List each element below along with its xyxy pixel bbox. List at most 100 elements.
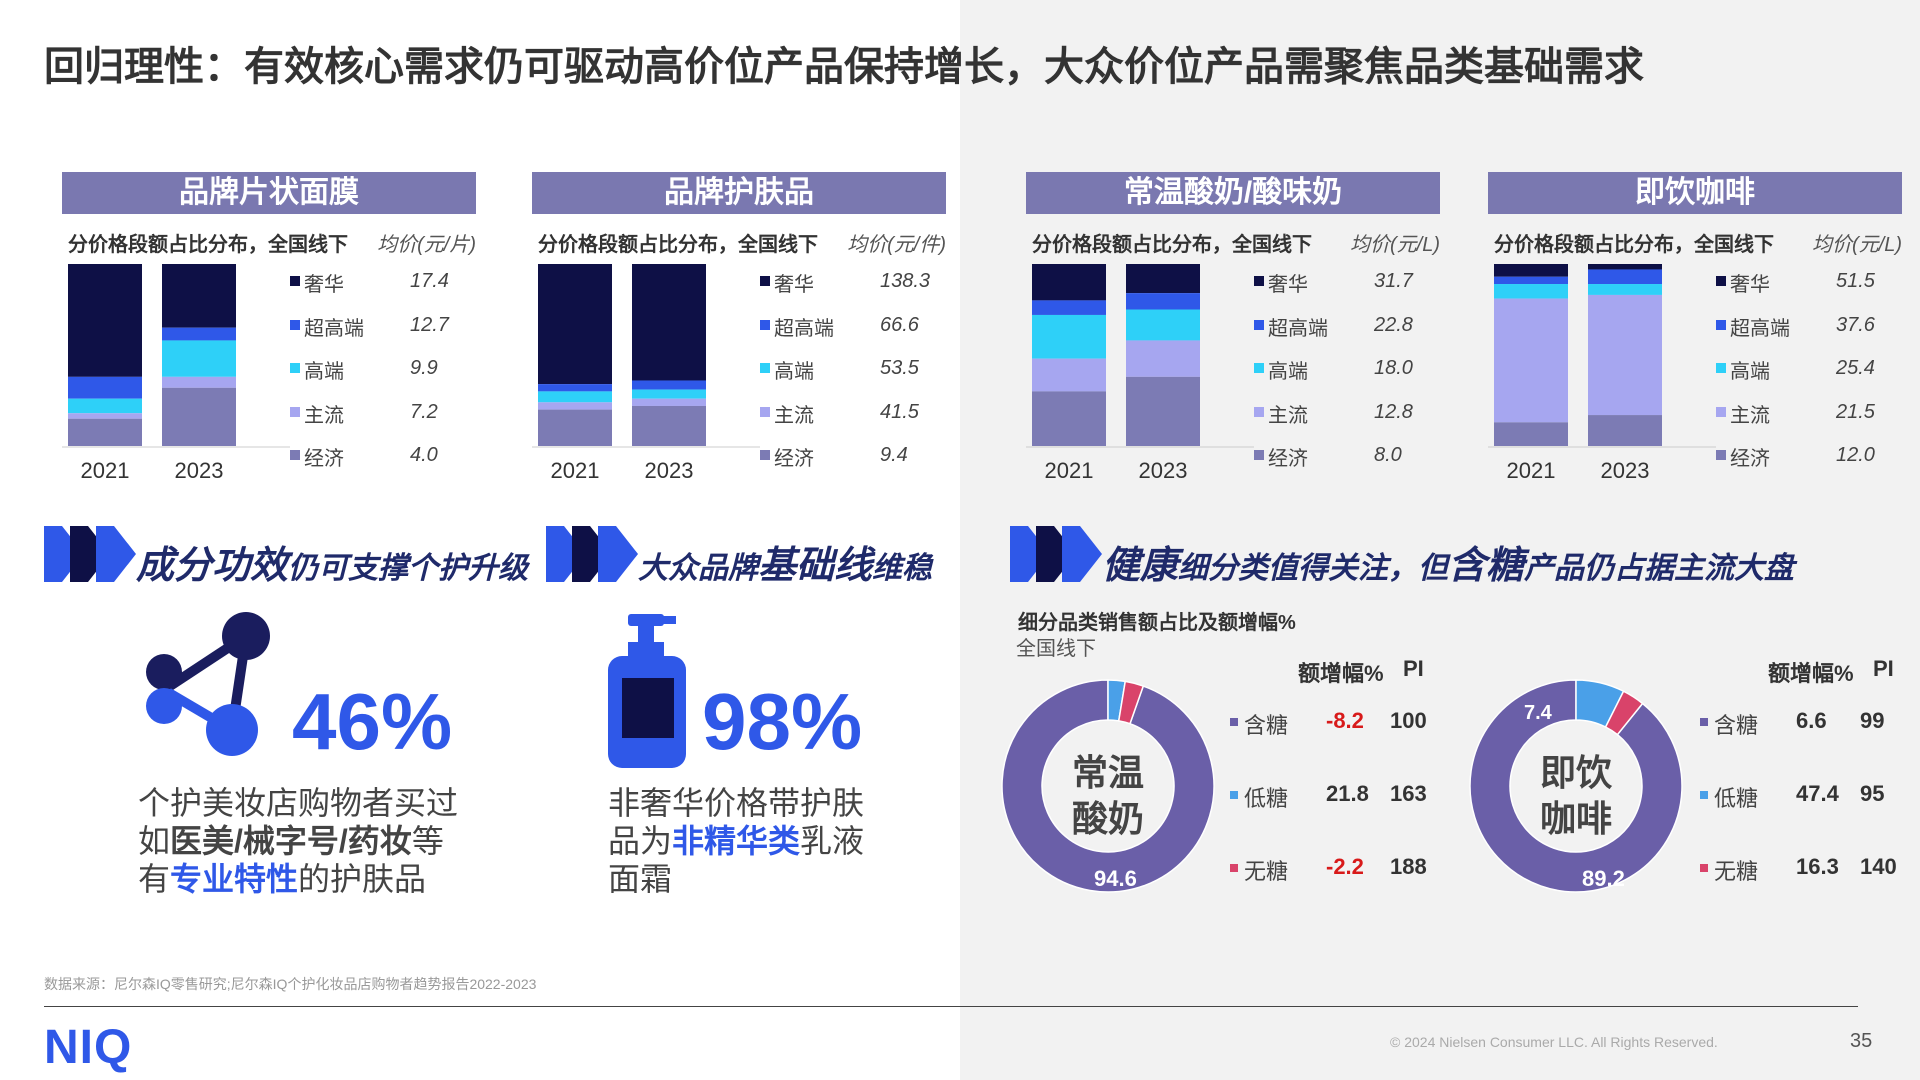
legend-item: 主流 21.5: [1716, 399, 1902, 443]
bar-segment-2021-高端: [538, 391, 612, 403]
legend-label: 主流: [1268, 404, 1308, 427]
avg-price-value: 8.0: [1374, 444, 1402, 466]
legend-item: 高端 9.9: [290, 355, 476, 399]
stacked-bar-chart: 2021 2023: [62, 264, 290, 483]
growth-value: -8.2: [1326, 708, 1364, 733]
legend-item: 高端 53.5: [760, 355, 946, 399]
donut-slice-无糖: [1604, 690, 1644, 736]
stat-description-mass: 非奢华价格带护肤 品为非精华类乳液 面霜: [608, 785, 865, 897]
legend: 奢华 138.3 超高端 66.6 高端 53.5 主流 41.5 经济 9.4: [760, 268, 946, 486]
donut-table-row: 无糖 16.3 140: [1700, 854, 1910, 884]
headline-text: 健康细分类值得关注，但含糖产品仍占据主流大盘: [1102, 545, 1795, 587]
legend-item: 主流 7.2: [290, 399, 476, 443]
bar-segment-2023-主流: [632, 398, 706, 406]
legend-label: 超高端: [1268, 317, 1328, 340]
legend-label: 主流: [1730, 404, 1770, 427]
bar-segment-2023-高端: [162, 340, 236, 377]
donut-slice-含糖: [1001, 679, 1215, 893]
panel-title: 常温酸奶/酸味奶: [1026, 172, 1440, 214]
legend-item: 奢华 138.3: [760, 268, 946, 312]
bar-segment-2021-经济: [68, 418, 142, 446]
avg-price-value: 12.8: [1374, 400, 1413, 423]
legend-swatch: [1716, 406, 1726, 417]
pi-value: 140: [1860, 854, 1897, 879]
legend-item: 经济 8.0: [1254, 442, 1440, 486]
panel-subtitle: 分价格段额占比分布，全国线下: [538, 234, 818, 256]
stacked-bar-chart: 2021 2023: [532, 264, 760, 483]
chevron-arrows-icon: [44, 526, 136, 582]
legend-label: 超高端: [304, 317, 364, 340]
avg-price-value: 53.5: [880, 357, 919, 379]
donut-table-row: 低糖 47.4 95: [1700, 781, 1910, 811]
x-tick-label: 2021: [551, 458, 600, 483]
bar-segment-2023-奢华: [632, 264, 706, 381]
legend-swatch: [1716, 363, 1726, 373]
legend-swatch: [1716, 276, 1726, 286]
bar-segment-2021-超高端: [1494, 276, 1568, 285]
growth-value: 6.6: [1796, 708, 1827, 733]
col-growth-header: 额增幅%: [1298, 661, 1384, 686]
bar-segment-2021-奢华: [1494, 264, 1568, 277]
legend-swatch: [1700, 791, 1708, 799]
legend-swatch: [760, 363, 770, 373]
avg-price-value: 9.4: [880, 444, 908, 466]
legend-label: 主流: [304, 404, 344, 427]
legend-swatch: [1254, 363, 1264, 373]
x-tick-label: 2023: [175, 458, 224, 483]
donut-coffee: 即饮 咖啡 89.2 7.4: [1468, 678, 1684, 894]
bar-segment-2021-奢华: [1032, 264, 1106, 301]
col-pi-header: PI: [1403, 656, 1424, 681]
legend-label: 经济: [1730, 448, 1770, 470]
panel-subtitle: 分价格段额占比分布，全国线下: [1032, 234, 1312, 256]
headline-text: 成分功效仍可支撑个护升级: [136, 545, 529, 587]
legend-swatch: [1230, 864, 1238, 872]
legend-item: 高端 25.4: [1716, 355, 1902, 399]
stat-percent-mass: 98%: [702, 677, 863, 766]
legend-swatch: [1716, 319, 1726, 330]
donut-slice-无糖: [1117, 680, 1145, 725]
bar-segment-2021-超高端: [68, 376, 142, 399]
avg-price-value: 138.3: [880, 270, 931, 292]
legend-label: 高端: [304, 361, 344, 383]
legend-swatch: [1230, 791, 1238, 799]
legend-label: 含糖: [1714, 713, 1759, 738]
donut-center-label: 常温 酸奶: [1071, 752, 1144, 839]
pump-bottle-icon: [608, 614, 686, 768]
bar-segment-2021-超高端: [538, 384, 612, 392]
legend-item: 经济 9.4: [760, 442, 946, 486]
pi-value: 95: [1860, 781, 1885, 806]
legend-swatch: [290, 450, 300, 460]
panel-title: 品牌片状面膜: [62, 172, 476, 214]
bar-segment-2023-经济: [1126, 376, 1200, 446]
bar-segment-2023-经济: [1588, 415, 1662, 446]
bar-segment-2021-主流: [1032, 358, 1106, 392]
donut-value-lowsugar: 7.4: [1524, 702, 1552, 724]
legend-item: 奢华 17.4: [290, 268, 476, 312]
avg-price-value: 17.4: [410, 270, 449, 292]
panel-subtitle: 分价格段额占比分布，全国线下: [68, 234, 348, 256]
share-network-icon: [146, 612, 270, 756]
legend-swatch: [1700, 718, 1708, 726]
legend: 奢华 51.5 超高端 37.6 高端 25.4 主流 21.5 经济 12.0: [1716, 268, 1902, 486]
avg-price-value: 12.7: [410, 313, 449, 336]
donut-chart: [1001, 679, 1215, 893]
avg-price-value: 25.4: [1836, 357, 1875, 379]
stacked-bar-chart: 2021 2023: [1026, 264, 1254, 483]
donut-section-subtitle: 全国线下: [1016, 638, 1096, 660]
x-tick-label: 2023: [1139, 458, 1188, 483]
col-growth-header: 额增幅%: [1768, 661, 1854, 686]
panel-subtitle: 分价格段额占比分布，全国线下: [1494, 234, 1774, 256]
pi-value: 163: [1390, 781, 1427, 806]
bar-segment-2021-经济: [1032, 391, 1106, 446]
avg-price-value: 9.9: [410, 357, 438, 379]
legend-label: 低糖: [1714, 786, 1759, 811]
growth-value: 21.8: [1326, 781, 1369, 806]
avg-price-value: 51.5: [1836, 270, 1875, 292]
bar-segment-2023-超高端: [1588, 269, 1662, 285]
legend-label: 含糖: [1244, 713, 1289, 738]
bar-segment-2023-奢华: [162, 264, 236, 328]
legend-label: 主流: [774, 404, 814, 427]
bar-segment-2023-奢华: [1126, 264, 1200, 294]
growth-value: -2.2: [1326, 854, 1364, 879]
bar-segment-2021-超高端: [1032, 300, 1106, 315]
